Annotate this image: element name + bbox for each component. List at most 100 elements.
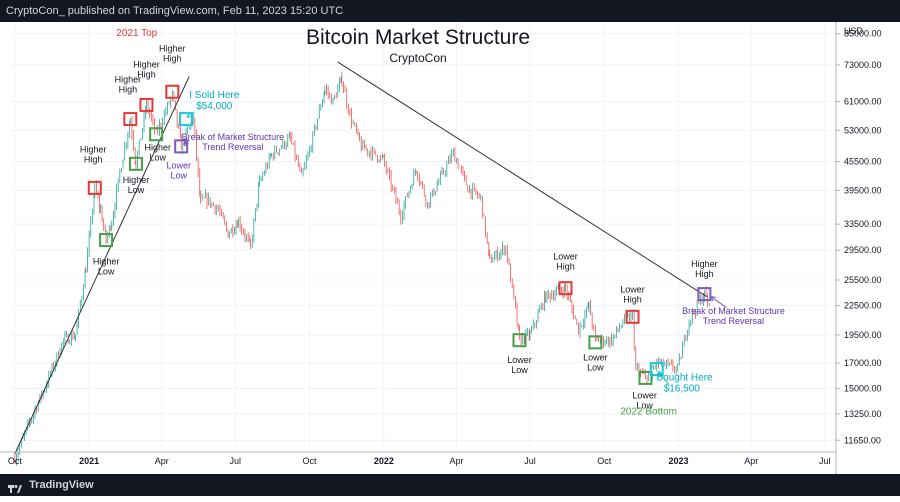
annotation-arrow	[657, 371, 670, 385]
annotation-label: Higher Low	[93, 257, 120, 277]
red-marker-box	[123, 112, 138, 127]
annotation-line: 2021 Top	[116, 28, 157, 39]
cyan-marker-box	[179, 112, 194, 127]
annotation-line: Higher	[93, 257, 120, 267]
annotation-label: 2022 Bottom	[620, 407, 677, 418]
annotation-line: Trend Reversal	[703, 316, 764, 326]
red-marker-box	[87, 180, 102, 195]
arrow-head	[657, 370, 664, 377]
annotation-line: Break of Market Structure	[682, 306, 785, 316]
annotation-label: Higher High	[159, 43, 186, 63]
annotation-line: Low	[128, 185, 145, 195]
annotation-label: Lower Low	[632, 390, 657, 410]
annotation-line: Lower	[553, 251, 578, 261]
y-tick-label: 33500.00	[844, 219, 882, 229]
annotation-label: 2021 Top	[116, 28, 157, 39]
annotation-line: Higher	[159, 43, 186, 53]
annotation-line: Break of Market Structure	[182, 132, 285, 142]
arrow-head	[709, 296, 716, 302]
annotation-boxes	[87, 84, 712, 385]
annotation-line: Low	[511, 365, 528, 375]
purple-marker-box	[174, 139, 189, 154]
chart-subtitle: CryptoCon	[389, 51, 446, 65]
annotation-line: High	[695, 269, 714, 279]
annotation-line: Higher	[115, 74, 142, 84]
annotation-arrows	[182, 111, 727, 385]
x-tick-label: Oct	[8, 456, 23, 466]
downtrend-line	[337, 61, 708, 298]
y-tick-label: 11650.00	[844, 435, 881, 445]
green-marker-box	[128, 156, 143, 171]
annotation-line: Lower	[166, 160, 191, 170]
published-text: CryptoCon_ published on TradingView.com,…	[6, 5, 344, 17]
x-tick-label: 2022	[374, 456, 394, 466]
time-axis[interactable]: Oct 2021 Apr Jul Oct 2022 Apr Jul Oct 2023 Apr Jul	[0, 451, 836, 466]
annotation-label: Higher High	[133, 60, 160, 80]
annotation-label: Break of Market Structure Trend Reversal	[682, 306, 785, 326]
annotation-label: Lower High	[553, 251, 578, 271]
annotation-label: Higher Low	[145, 143, 172, 163]
annotation-line: 2022 Bottom	[620, 407, 677, 418]
annotation-line: Higher	[691, 259, 718, 269]
x-tick-label: Apr	[744, 456, 758, 466]
y-tick-label: 15000.00	[844, 384, 882, 394]
y-tick-label: 13250.00	[844, 409, 882, 419]
green-marker-box	[99, 233, 114, 248]
annotation-label: Higher High	[691, 259, 718, 279]
x-tick-label: 2023	[669, 456, 689, 466]
y-tick-label: 73000.00	[844, 60, 882, 70]
annotation-label: Lower Low	[583, 353, 608, 373]
y-tick-label: 22500.00	[844, 301, 882, 311]
x-tick-label: Apr	[155, 456, 169, 466]
y-tick-label: 19500.00	[844, 330, 882, 340]
annotation-line: High	[556, 261, 575, 271]
price-axis[interactable]: 85000.00 73000.00 61000.00 53000.00 45500.00…	[835, 22, 882, 474]
green-marker-box	[512, 333, 527, 348]
grid-lines	[0, 22, 900, 474]
annotation-line: Low	[587, 363, 604, 373]
annotation-label: Lower High	[620, 284, 645, 304]
annotation-line: Lower	[620, 284, 645, 294]
published-bar: CryptoCon_ published on TradingView.com,…	[0, 0, 900, 22]
brand-name[interactable]: TradingView	[29, 479, 94, 491]
annotation-arrow	[710, 296, 727, 308]
annotation-line: I Bought Here	[651, 373, 713, 384]
annotation-line: Higher	[80, 145, 107, 155]
annotation-label: I Bought Here $16,500	[651, 373, 713, 395]
y-tick-label: 45500.00	[844, 157, 882, 167]
annotation-line: Low	[636, 400, 653, 410]
purple-marker-box	[697, 287, 712, 302]
annotation-label: Higher Low	[123, 175, 150, 195]
x-tick-label: Apr	[450, 456, 464, 466]
annotation-line: Higher	[133, 60, 160, 70]
annotation-label: Lower Low	[166, 160, 191, 180]
annotation-line: Lower	[632, 390, 657, 400]
footer-bar: TradingView	[0, 474, 900, 496]
y-tick-label: 39500.00	[844, 185, 882, 195]
annotation-line: Higher	[123, 175, 150, 185]
annotation-line: I Sold Here	[189, 90, 239, 101]
tradingview-logo-icon[interactable]	[8, 480, 22, 494]
x-tick-label: Jul	[819, 456, 831, 466]
green-marker-box	[588, 335, 603, 350]
annotation-line: Higher	[145, 143, 172, 153]
annotation-label: Break of Market Structure Trend Reversal	[182, 132, 285, 152]
annotation-line: High	[84, 155, 103, 165]
y-tick-label: 53000.00	[844, 125, 882, 135]
annotation-arrow	[186, 111, 196, 118]
annotation-line: Low	[98, 267, 115, 277]
x-tick-label: Jul	[524, 456, 536, 466]
annotation-label: I Sold Here $54,000	[189, 90, 239, 112]
annotation-line: High	[119, 84, 138, 94]
chart-title: Bitcoin Market Structure	[306, 26, 530, 49]
y-tick-label: 25500.00	[844, 275, 882, 285]
annotation-label: Lower Low	[507, 355, 532, 375]
x-tick-label: Oct	[303, 456, 318, 466]
annotation-line: Low	[150, 153, 167, 163]
red-marker-box	[625, 309, 640, 324]
annotation-line: High	[163, 53, 182, 63]
arrow-head	[182, 139, 189, 145]
